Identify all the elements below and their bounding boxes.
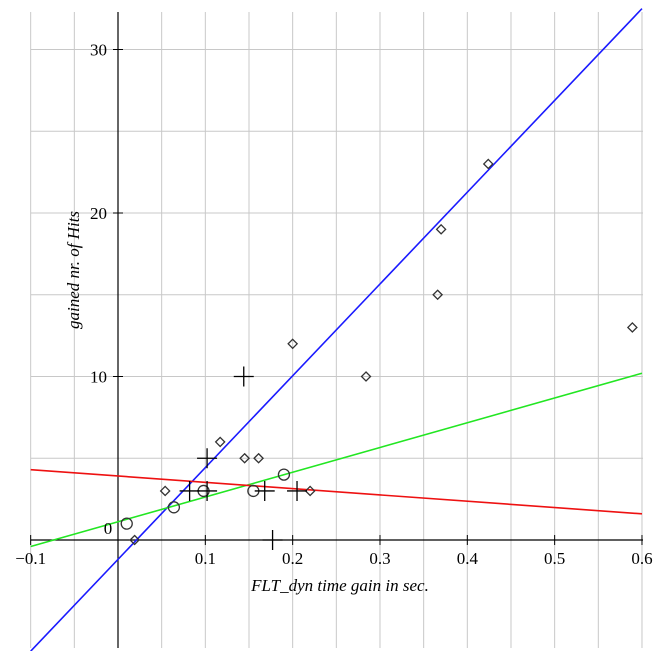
diamond-point <box>287 338 299 350</box>
plus-point <box>197 448 218 469</box>
x-tick-label: 0.4 <box>457 549 479 568</box>
y-tick-label: 30 <box>90 41 107 60</box>
data-points <box>120 158 638 550</box>
circle-point <box>120 517 133 530</box>
diamond-point <box>432 289 444 301</box>
x-tick-label: 0.6 <box>631 549 652 568</box>
x-tick-label: −0.1 <box>15 549 46 568</box>
diamond-point <box>239 452 251 464</box>
diamond-point <box>159 485 171 497</box>
blue-fit-line <box>30 8 643 651</box>
plus-point <box>262 530 283 550</box>
x-tick-label: 0.1 <box>195 549 216 568</box>
diamond-point <box>482 158 494 170</box>
red-fit-line <box>30 468 643 515</box>
plus-point <box>287 480 308 501</box>
diamond-point <box>253 452 265 464</box>
plus-point <box>179 480 200 501</box>
y-tick-label: 10 <box>90 368 107 387</box>
diamond-point <box>360 371 372 382</box>
green-fit-line <box>30 372 643 548</box>
x-axis-label: FLT_dyn time gain in sec. <box>250 576 429 595</box>
y-tick-label: 20 <box>90 204 107 223</box>
plus-point <box>254 480 275 501</box>
origin-label: 0 <box>104 519 113 538</box>
x-tick-label: 0.3 <box>369 549 390 568</box>
diamond-point <box>214 436 226 448</box>
axes <box>30 12 643 648</box>
diamond-point <box>626 322 638 333</box>
diamond-point <box>129 534 141 546</box>
circle-point <box>167 501 181 514</box>
diamond-point <box>435 223 447 235</box>
y-axis-label: gained nr. of Hits <box>64 211 83 329</box>
x-tick-label: 0.5 <box>544 549 565 568</box>
circle-point <box>277 468 291 481</box>
tick-labels: −0.1 0.1 0.2 0.3 0.4 0.5 0.6 0 10 20 30 <box>15 41 652 569</box>
plus-point <box>233 366 254 387</box>
fit-lines <box>30 8 643 651</box>
diamond-point <box>304 485 316 497</box>
plus-point <box>197 480 218 501</box>
x-tick-label: 0.2 <box>282 549 303 568</box>
